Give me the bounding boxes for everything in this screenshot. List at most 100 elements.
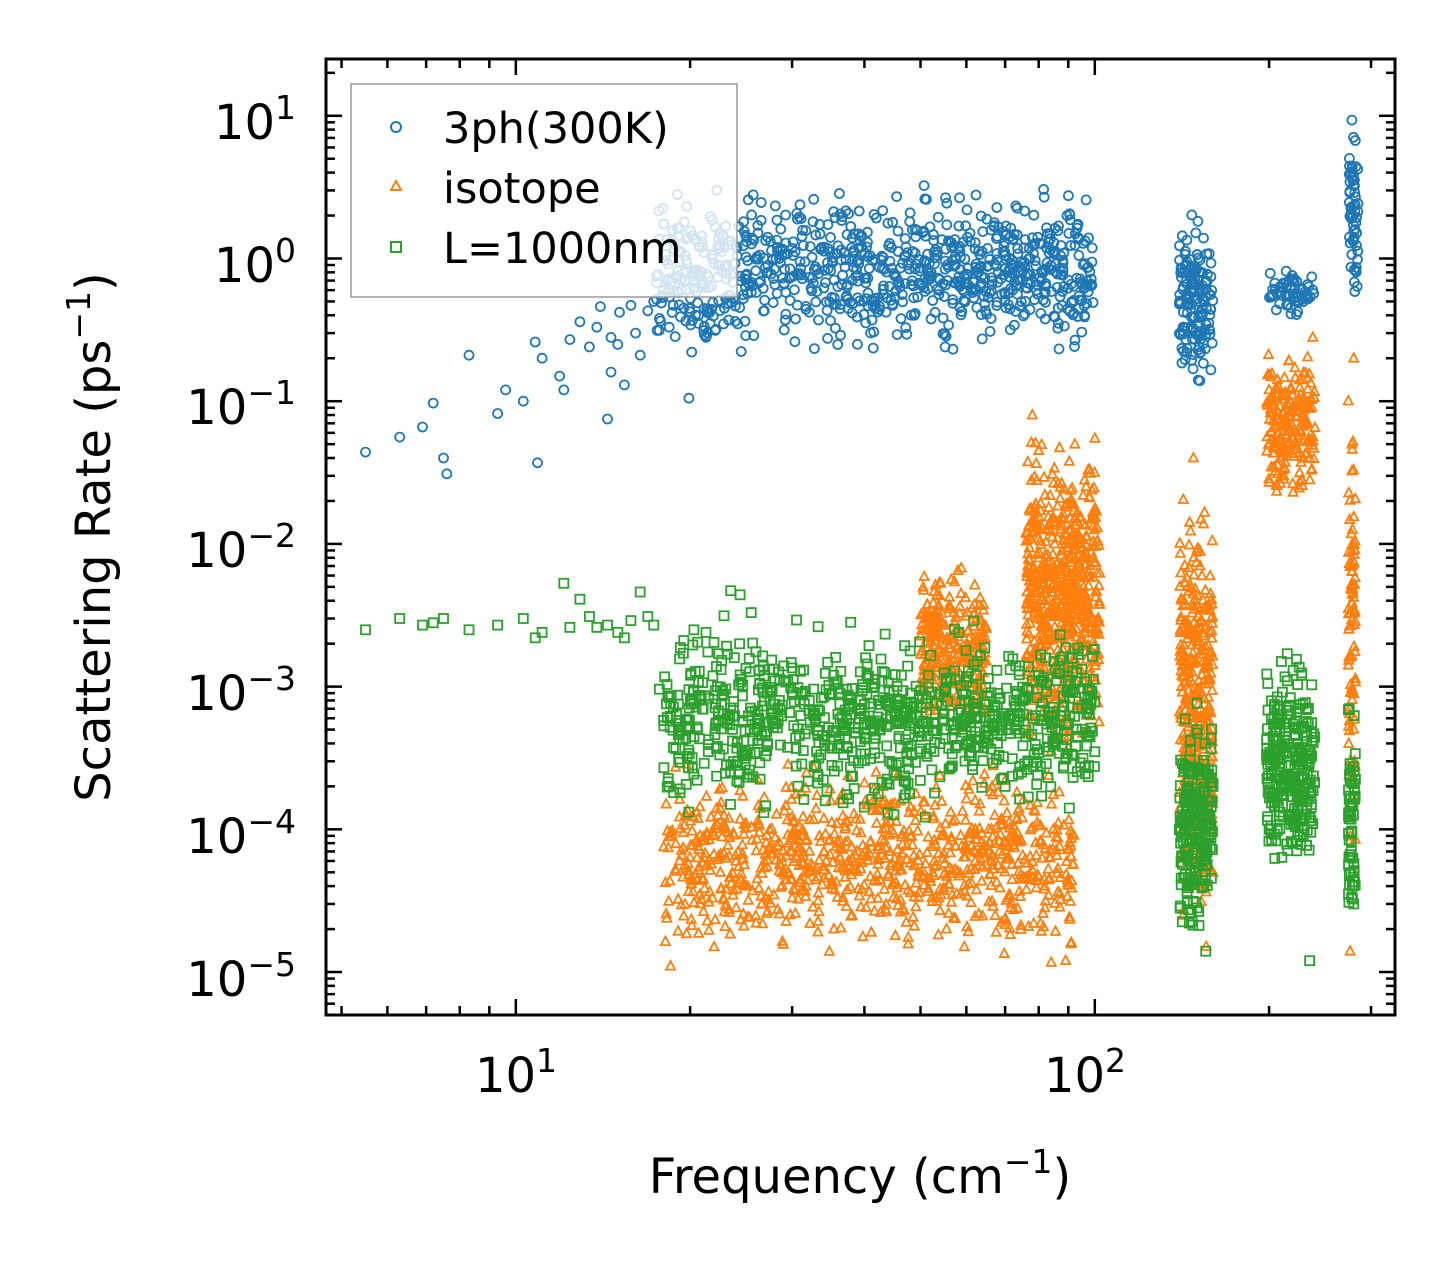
data-point-3ph-cluster xyxy=(903,257,915,269)
data-point-isotope-cluster xyxy=(669,862,682,874)
data-point-l1000nm-cluster xyxy=(1043,711,1054,722)
data-point-isotope-cluster xyxy=(1205,750,1218,762)
data-point-isotope-cluster xyxy=(1278,461,1291,473)
data-point-l1000nm-cluster xyxy=(950,742,961,754)
data-point-l1000nm-cluster xyxy=(1179,760,1191,771)
data-point-isotope-cluster xyxy=(786,814,799,826)
data-point-l1000nm-cluster xyxy=(843,718,855,729)
data-point-3ph-cluster xyxy=(780,308,792,320)
data-point-isotope-cluster xyxy=(774,880,787,892)
data-point-isotope-cluster xyxy=(1016,810,1029,823)
data-point-l1000nm-cluster xyxy=(753,684,764,696)
data-point-isotope-cluster xyxy=(813,853,826,865)
data-point-3ph-cluster xyxy=(1174,289,1186,301)
data-point-isotope-cluster xyxy=(1020,882,1033,894)
data-point-3ph-cluster xyxy=(991,300,1003,311)
data-point-3ph-cluster xyxy=(991,260,1002,272)
data-point-isotope-cluster xyxy=(1197,517,1210,529)
data-point-l1000nm-cluster xyxy=(1199,854,1210,865)
data-point-isotope-cluster xyxy=(967,843,980,856)
data-point-isotope-cluster xyxy=(1043,591,1056,603)
data-point-isotope-cluster xyxy=(1187,550,1200,562)
data-point-isotope-cluster xyxy=(734,912,747,925)
data-point-l1000nm-cluster xyxy=(809,714,821,726)
data-point-3ph-cluster xyxy=(825,231,836,243)
data-point-isotope-cluster xyxy=(689,867,702,879)
data-point-isotope-cluster xyxy=(878,882,891,894)
data-point-isotope xyxy=(870,816,883,828)
data-point-isotope-cluster xyxy=(813,829,826,841)
data-point-l1000nm-cluster xyxy=(845,694,856,705)
data-point-l1000nm-cluster xyxy=(731,759,743,771)
data-point-l1000nm-cluster xyxy=(1194,786,1206,798)
data-point-3ph-cluster xyxy=(748,330,760,341)
data-point-l1000nm-cluster xyxy=(695,693,707,705)
data-point-l1000nm-cluster xyxy=(1032,723,1044,735)
data-point-l1000nm xyxy=(634,586,646,598)
data-point-isotope-cluster xyxy=(1177,492,1190,504)
data-point-isotope-cluster xyxy=(996,817,1009,829)
data-point-isotope-cluster xyxy=(792,892,805,904)
data-point-isotope-cluster xyxy=(1301,382,1314,394)
data-point-l1000nm-cluster xyxy=(1017,681,1028,693)
data-point-l1000nm-cluster xyxy=(1031,779,1043,790)
data-point-isotope-cluster xyxy=(1050,578,1063,590)
data-point-isotope-cluster xyxy=(970,827,983,840)
data-point-l1000nm-cluster xyxy=(697,677,708,689)
data-point-isotope xyxy=(664,959,677,971)
data-point-isotope-cluster xyxy=(662,894,675,906)
data-point-isotope-cluster xyxy=(1198,505,1211,517)
data-point-isotope-cluster xyxy=(1303,472,1316,485)
data-point-l1000nm-cluster xyxy=(914,775,926,786)
data-point-isotope-cluster xyxy=(987,758,999,771)
data-point-l1000nm-cluster xyxy=(721,640,732,652)
data-point-isotope-cluster xyxy=(836,842,849,854)
data-point-3ph xyxy=(517,395,529,407)
data-point-isotope-cluster xyxy=(924,874,937,886)
data-point-isotope-cluster xyxy=(1026,570,1039,583)
data-point-3ph-cluster xyxy=(964,236,976,247)
data-point-isotope-cluster xyxy=(891,898,904,910)
data-point-l1000nm-cluster xyxy=(709,729,721,741)
data-point-isotope-cluster xyxy=(949,610,962,623)
data-point-isotope-cluster xyxy=(973,804,986,816)
data-point-isotope-cluster xyxy=(1089,590,1102,602)
data-point-isotope-cluster xyxy=(870,874,883,886)
data-point-l1000nm-cluster xyxy=(961,671,972,682)
data-point-l1000nm-cluster xyxy=(798,664,809,676)
data-point-3ph-cluster xyxy=(928,246,940,258)
data-point-isotope-cluster xyxy=(1303,451,1316,463)
data-point-3ph-cluster xyxy=(1027,232,1038,244)
data-point-isotope-cluster xyxy=(1042,862,1055,874)
data-point-isotope-cluster xyxy=(761,859,774,872)
data-point-isotope-cluster xyxy=(873,872,886,885)
data-point-isotope-cluster xyxy=(1197,628,1210,641)
data-point-isotope-cluster xyxy=(959,842,972,854)
data-point-3ph-cluster xyxy=(729,315,741,327)
data-point-l1000nm-cluster xyxy=(753,664,765,676)
data-point-l1000nm-cluster xyxy=(947,760,958,772)
data-point-isotope-cluster xyxy=(1276,449,1289,461)
data-point-3ph-cluster xyxy=(1029,255,1041,267)
data-point-isotope-cluster xyxy=(946,814,959,826)
data-point-3ph-cluster xyxy=(771,241,783,253)
data-point-isotope-cluster xyxy=(1085,483,1098,495)
data-point-3ph-cluster xyxy=(772,245,783,257)
data-point-isotope-cluster xyxy=(942,876,955,889)
data-point-l1000nm-cluster xyxy=(834,698,846,710)
data-point-l1000nm-cluster xyxy=(881,777,893,789)
data-point-isotope-cluster xyxy=(782,757,794,769)
data-point-isotope-cluster xyxy=(1083,462,1096,474)
data-point-3ph-cluster xyxy=(1266,291,1277,303)
data-point-isotope-cluster xyxy=(698,881,711,893)
data-point-isotope-cluster xyxy=(933,768,946,780)
data-point-isotope-cluster xyxy=(944,805,957,817)
data-point-isotope-cluster xyxy=(812,886,825,898)
data-point-isotope-cluster xyxy=(832,836,845,848)
data-point-isotope-cluster xyxy=(933,903,946,916)
data-point-l1000nm-cluster xyxy=(710,717,722,729)
data-point-3ph-cluster xyxy=(1065,278,1077,290)
data-point-isotope-cluster xyxy=(926,865,939,878)
data-point-l1000nm-cluster xyxy=(869,732,881,744)
data-point-l1000nm-cluster xyxy=(873,695,884,706)
